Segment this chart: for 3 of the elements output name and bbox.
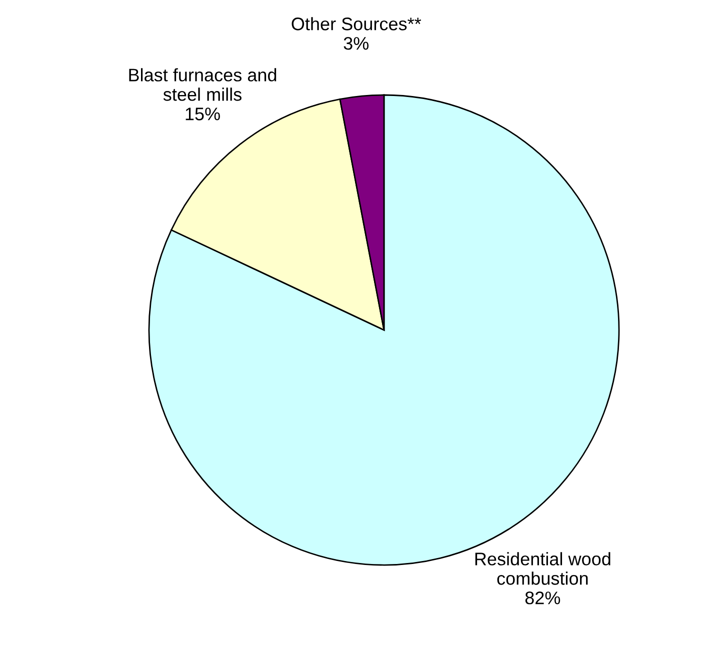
slice-label: Residential wood combustion 82% (475, 552, 610, 604)
slice-label: Blast furnaces and steel mills 15% (129, 68, 276, 120)
slice-label: Other Sources** 3% (292, 17, 422, 50)
